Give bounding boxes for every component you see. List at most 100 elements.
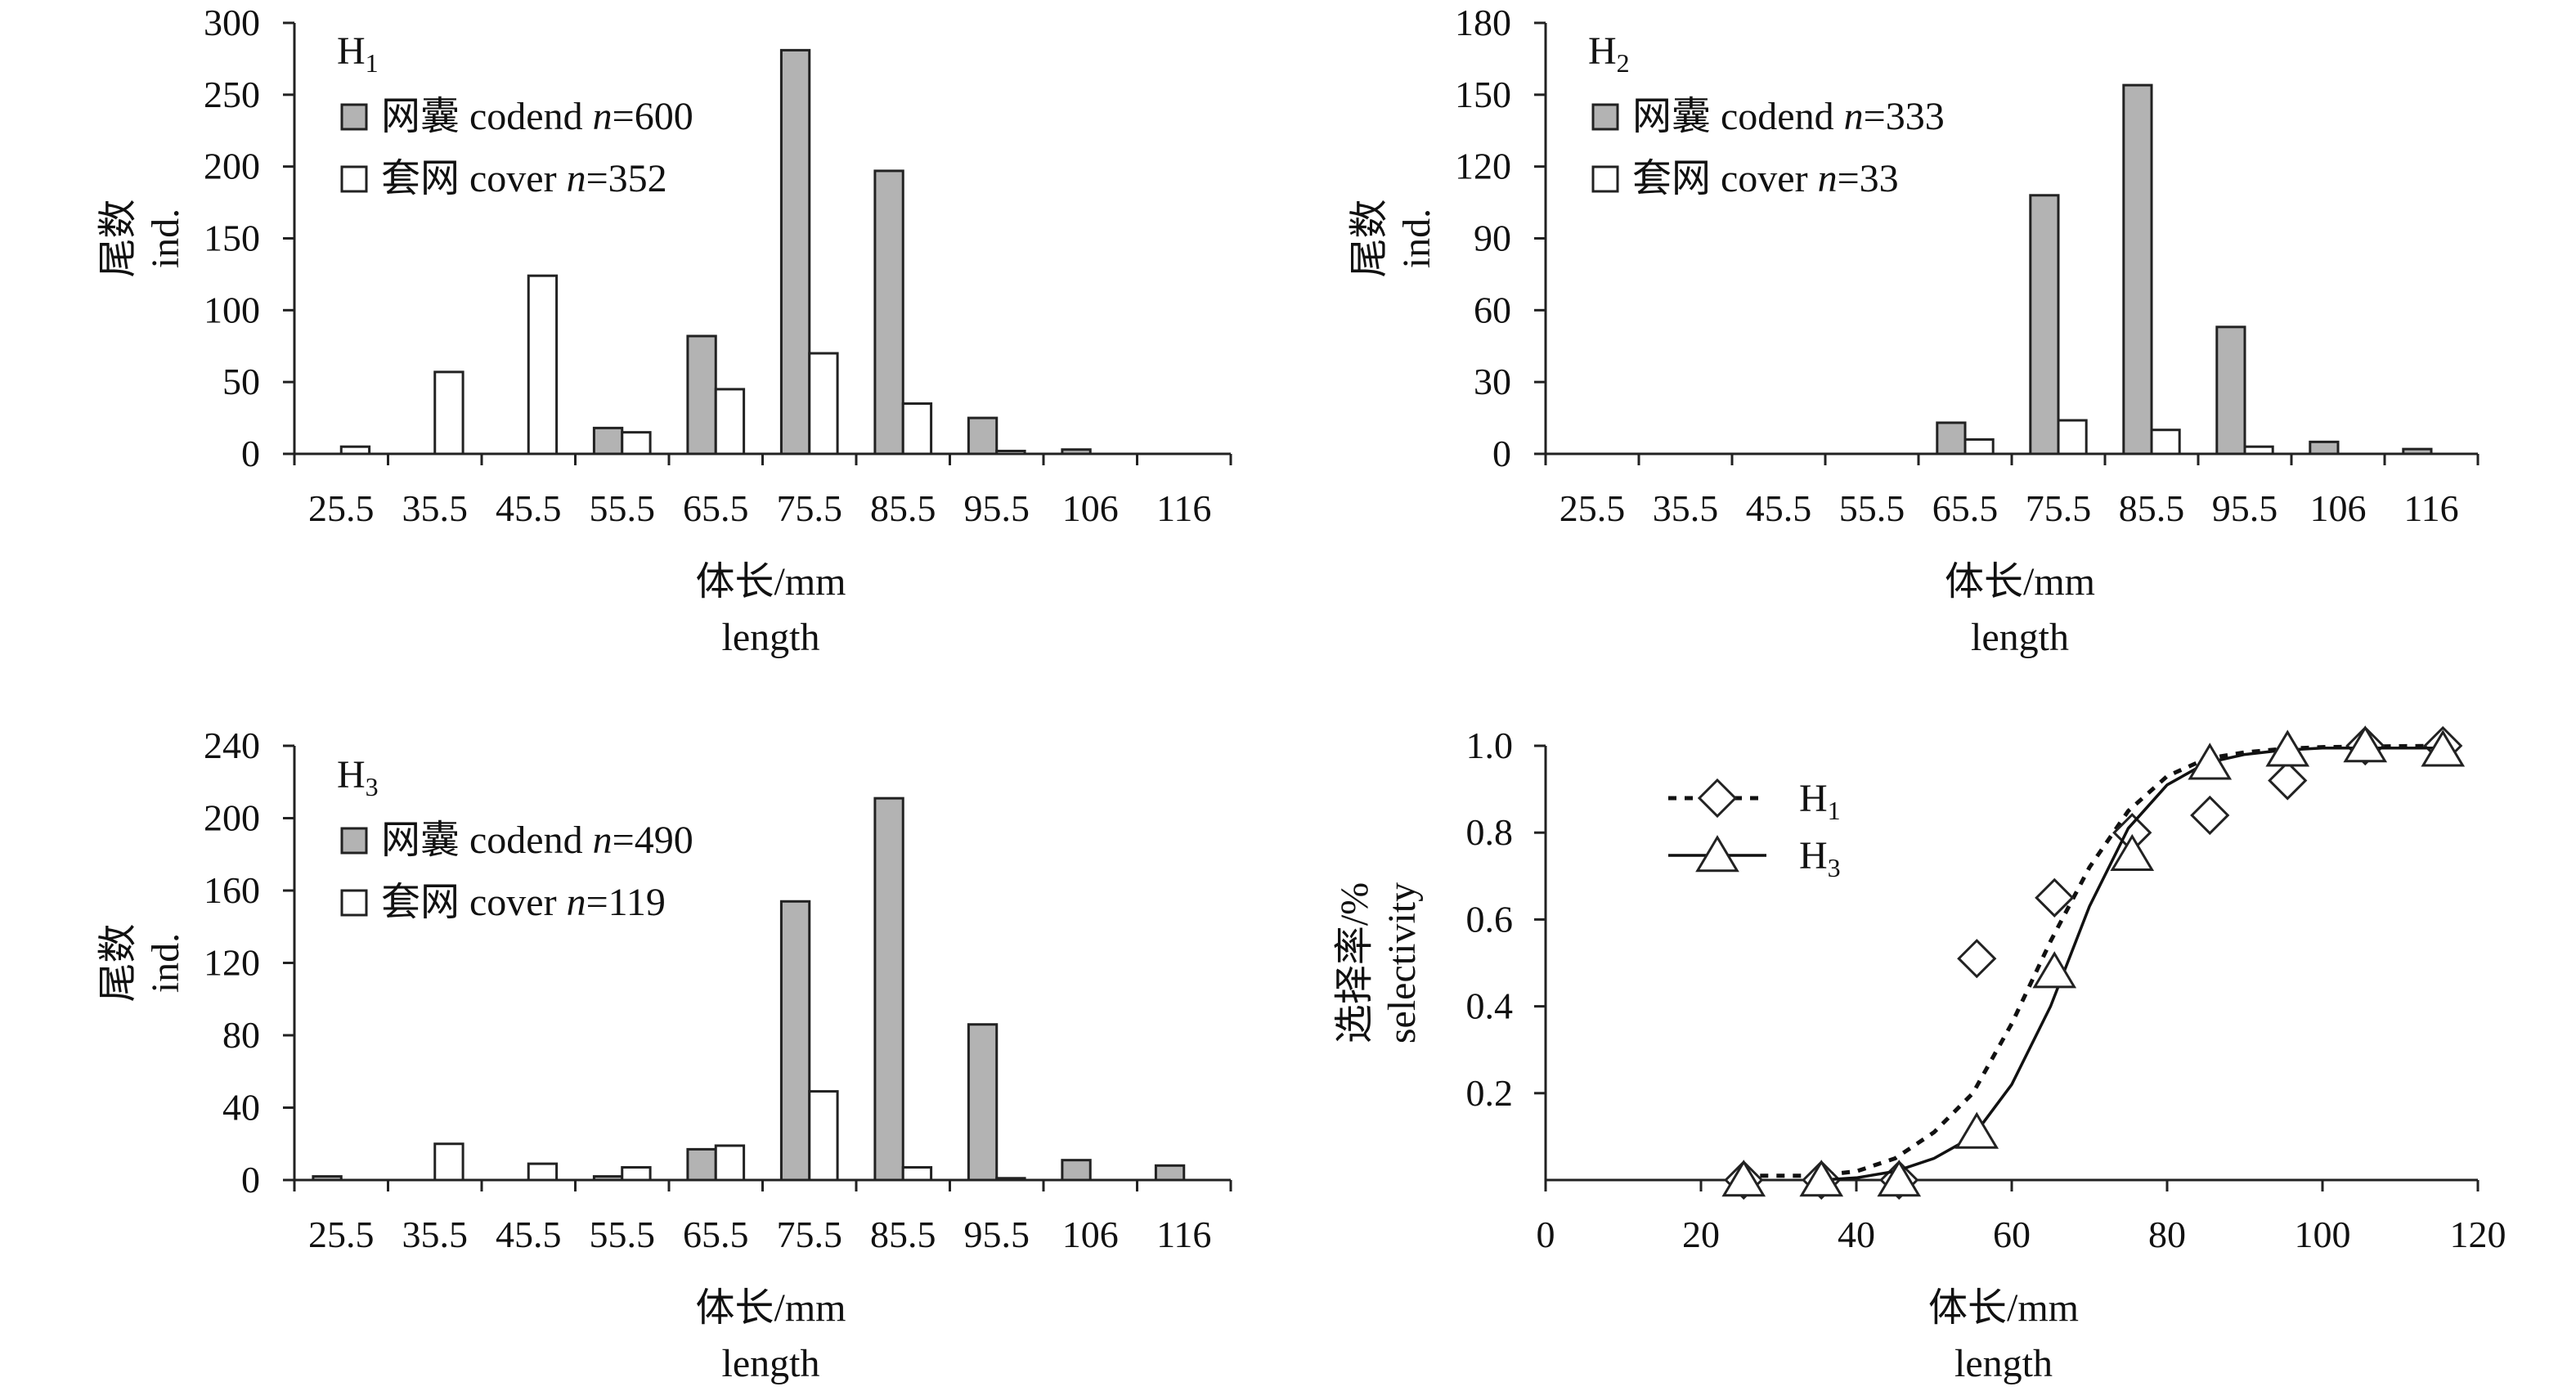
- x-tick-label: 116: [2403, 487, 2458, 529]
- codend-bar-55.5: [592, 426, 624, 455]
- point-H1-95.5: [2268, 761, 2308, 801]
- cover-bar-25.5: [339, 445, 371, 455]
- x-axis-title-en: length: [1971, 616, 2069, 659]
- y-axis-title-cn: 尾数: [1348, 199, 1391, 277]
- point-H3-115.5: [2421, 729, 2466, 767]
- x-tick-label: 25.5: [308, 1214, 375, 1255]
- x-axis-title-cn: 体长/mm: [1945, 560, 2095, 604]
- y-tick-label: 0: [1492, 433, 1511, 474]
- panel-selectivity: 0.2 0.4 0.6 0.8 1.0 0 20 40 60 80 100 120 H1 H3 选择率/% s…: [1333, 725, 2506, 1385]
- x-tick-label: 120: [2450, 1214, 2506, 1255]
- y-tick-label: 90: [1474, 218, 1511, 259]
- cover-bar-85.5: [2150, 429, 2181, 455]
- point-H3-25.5: [1721, 1160, 1766, 1197]
- cover-bar-95.5: [2243, 445, 2274, 455]
- y-axis-title-en: selectivity: [1380, 882, 1424, 1043]
- cover-bar-65.5: [714, 388, 746, 455]
- x-tick-label: 55.5: [590, 1214, 656, 1255]
- x-axis-title-cn: 体长/mm: [695, 560, 846, 604]
- x-tick-label: 75.5: [2026, 487, 2092, 529]
- x-tick-label: 40: [1838, 1214, 1875, 1255]
- y-tick-label: 60: [1474, 289, 1511, 330]
- point-H3-55.5: [1954, 1111, 1999, 1149]
- y-tick-label: 100: [204, 289, 260, 330]
- y-tick-label: 200: [204, 797, 260, 839]
- legend-entry-cover: 套网 cover n=352: [381, 157, 667, 200]
- x-tick-label: 65.5: [683, 487, 749, 529]
- x-tick-label: 75.5: [777, 1214, 843, 1255]
- cover-bar-35.5: [433, 370, 464, 455]
- legend-swatch-codend: [1591, 103, 1619, 131]
- point-H3-95.5: [2265, 729, 2310, 767]
- y-tick-label: 0.2: [1466, 1072, 1514, 1114]
- x-tick-label: 95.5: [964, 1214, 1030, 1255]
- codend-bar-75.5: [779, 48, 811, 455]
- x-tick-label: 65.5: [1932, 487, 1999, 529]
- x-tick-label: 35.5: [402, 1214, 469, 1255]
- point-H3-105.5: [2343, 725, 2388, 763]
- x-tick-label: 35.5: [402, 487, 469, 529]
- y-tick-label: 300: [204, 2, 260, 43]
- fit-curve-H3: [1821, 746, 2444, 1182]
- x-tick-label: 85.5: [870, 487, 936, 529]
- x-tick-label: 45.5: [496, 487, 562, 529]
- x-axis-title-en: length: [722, 1342, 820, 1385]
- y-tick-label: 1.0: [1466, 725, 1514, 766]
- point-H3-85.5: [2188, 743, 2233, 780]
- y-tick-label: 120: [204, 942, 260, 984]
- y-tick-label: 250: [204, 74, 260, 115]
- codend-bar-95.5: [967, 1023, 999, 1182]
- x-tick-label: 80: [2148, 1214, 2186, 1255]
- point-H1-65.5: [2035, 877, 2075, 918]
- cover-bar-65.5: [1963, 437, 1995, 455]
- x-axis-title-cn: 体长/mm: [1928, 1286, 2079, 1330]
- point-H3-75.5: [2110, 833, 2155, 871]
- codend-bar-65.5: [686, 334, 717, 455]
- point-H1-55.5: [1957, 939, 1997, 979]
- panel-label: H3: [337, 753, 379, 801]
- legend-entry-H1: H1: [1799, 777, 1841, 825]
- x-tick-label: 20: [1682, 1214, 1720, 1255]
- x-axis-title-en: length: [1954, 1342, 2053, 1385]
- y-tick-label: 0: [241, 433, 260, 474]
- legend-entry-H3: H3: [1799, 834, 1841, 882]
- cover-bar-65.5: [714, 1144, 746, 1182]
- x-tick-label: 85.5: [870, 1214, 936, 1255]
- codend-bar-65.5: [686, 1147, 717, 1182]
- legend-entry-codend: 网囊 codend n=490: [381, 819, 693, 862]
- codend-bar-85.5: [873, 169, 904, 455]
- y-axis-title-en: ind.: [144, 933, 187, 993]
- legend-marker-H3: [1695, 835, 1739, 873]
- cover-bar-95.5: [995, 449, 1026, 455]
- x-tick-label: 25.5: [1560, 487, 1626, 529]
- codend-bar-106: [2309, 440, 2340, 455]
- codend-bar-95.5: [967, 416, 999, 455]
- cover-bar-35.5: [433, 1142, 464, 1182]
- x-tick-label: 95.5: [964, 487, 1030, 529]
- y-tick-label: 50: [222, 361, 260, 402]
- panel-label: H2: [1588, 29, 1630, 78]
- x-tick-label: 45.5: [496, 1214, 562, 1255]
- codend-bar-25.5: [312, 1175, 343, 1182]
- legend-swatch-codend: [340, 827, 368, 855]
- y-tick-label: 200: [204, 146, 260, 187]
- y-tick-label: 120: [1455, 146, 1511, 187]
- legend-swatch-cover: [340, 889, 368, 917]
- x-tick-label: 85.5: [2119, 487, 2185, 529]
- y-tick-label: 150: [1455, 74, 1511, 115]
- cover-bar-45.5: [527, 1162, 559, 1182]
- x-tick-label: 25.5: [308, 487, 375, 529]
- y-tick-label: 0.6: [1466, 898, 1514, 940]
- codend-bar-95.5: [2215, 325, 2246, 455]
- cover-bar-85.5: [901, 402, 933, 455]
- y-tick-label: 160: [204, 869, 260, 911]
- codend-bar-116: [2402, 447, 2433, 455]
- codend-bar-75.5: [2029, 194, 2060, 455]
- codend-bar-85.5: [2122, 83, 2153, 455]
- point-H3-35.5: [1799, 1160, 1844, 1197]
- legend-entry-cover: 套网 cover n=33: [1632, 157, 1899, 200]
- codend-bar-85.5: [873, 796, 904, 1182]
- x-tick-label: 35.5: [1653, 487, 1719, 529]
- y-axis-title-cn: 尾数: [96, 923, 140, 1002]
